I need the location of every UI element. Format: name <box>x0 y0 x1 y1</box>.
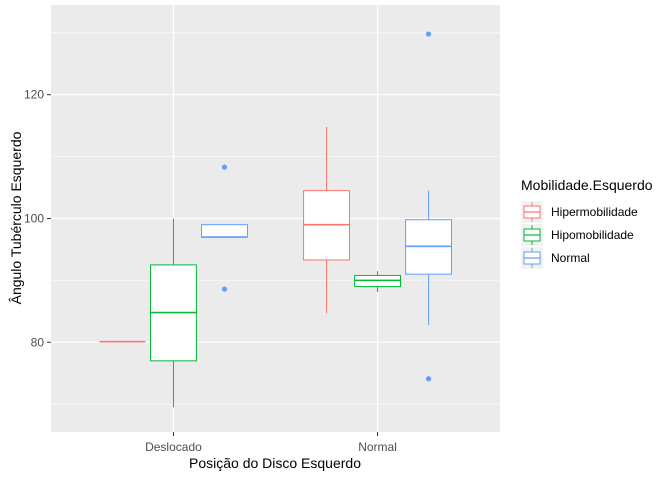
box-normal-normal <box>405 31 453 382</box>
box-normal-deslocado <box>201 164 248 292</box>
legend-label: Normal <box>551 251 590 265</box>
x-axis: Deslocado Normal <box>145 432 397 454</box>
outlier-point <box>221 164 228 170</box>
legend-key-hipomobilidade <box>521 224 543 246</box>
x-tick-label: Normal <box>358 440 397 454</box>
x-axis-title: Posição do Disco Esquerdo <box>189 455 361 471</box>
box-hipermobilidade-normal <box>303 126 350 314</box>
y-tick-label: 120 <box>24 88 44 102</box>
legend-label: Hipermobilidade <box>551 205 638 219</box>
y-tick-label: 100 <box>24 212 44 226</box>
major-grid <box>51 5 500 432</box>
outlier-point <box>425 31 432 37</box>
legend-key-normal <box>521 247 543 269</box>
y-axis-title: Ângulo Tubérculo Esquerdo <box>8 131 24 304</box>
boxes-layer <box>99 31 453 408</box>
outlier-point <box>221 286 228 292</box>
y-tick-label: 80 <box>31 335 45 349</box>
legend-title: Mobilidade.Esquerdo <box>521 177 653 193</box>
legend-key-hipermobilidade <box>521 201 543 223</box>
box-hipomobilidade-normal <box>354 271 402 293</box>
box-body <box>201 224 248 238</box>
x-tick-label: Deslocado <box>145 440 202 454</box>
box-hipomobilidade-deslocado <box>149 218 197 408</box>
outlier-point <box>425 376 432 382</box>
minor-grid <box>51 32 500 405</box>
y-axis: 80 100 120 <box>24 88 51 349</box>
legend: Mobilidade.Esquerdo Hipermobilidade Hipom… <box>521 177 653 269</box>
legend-label: Hipomobilidade <box>551 228 634 242</box>
